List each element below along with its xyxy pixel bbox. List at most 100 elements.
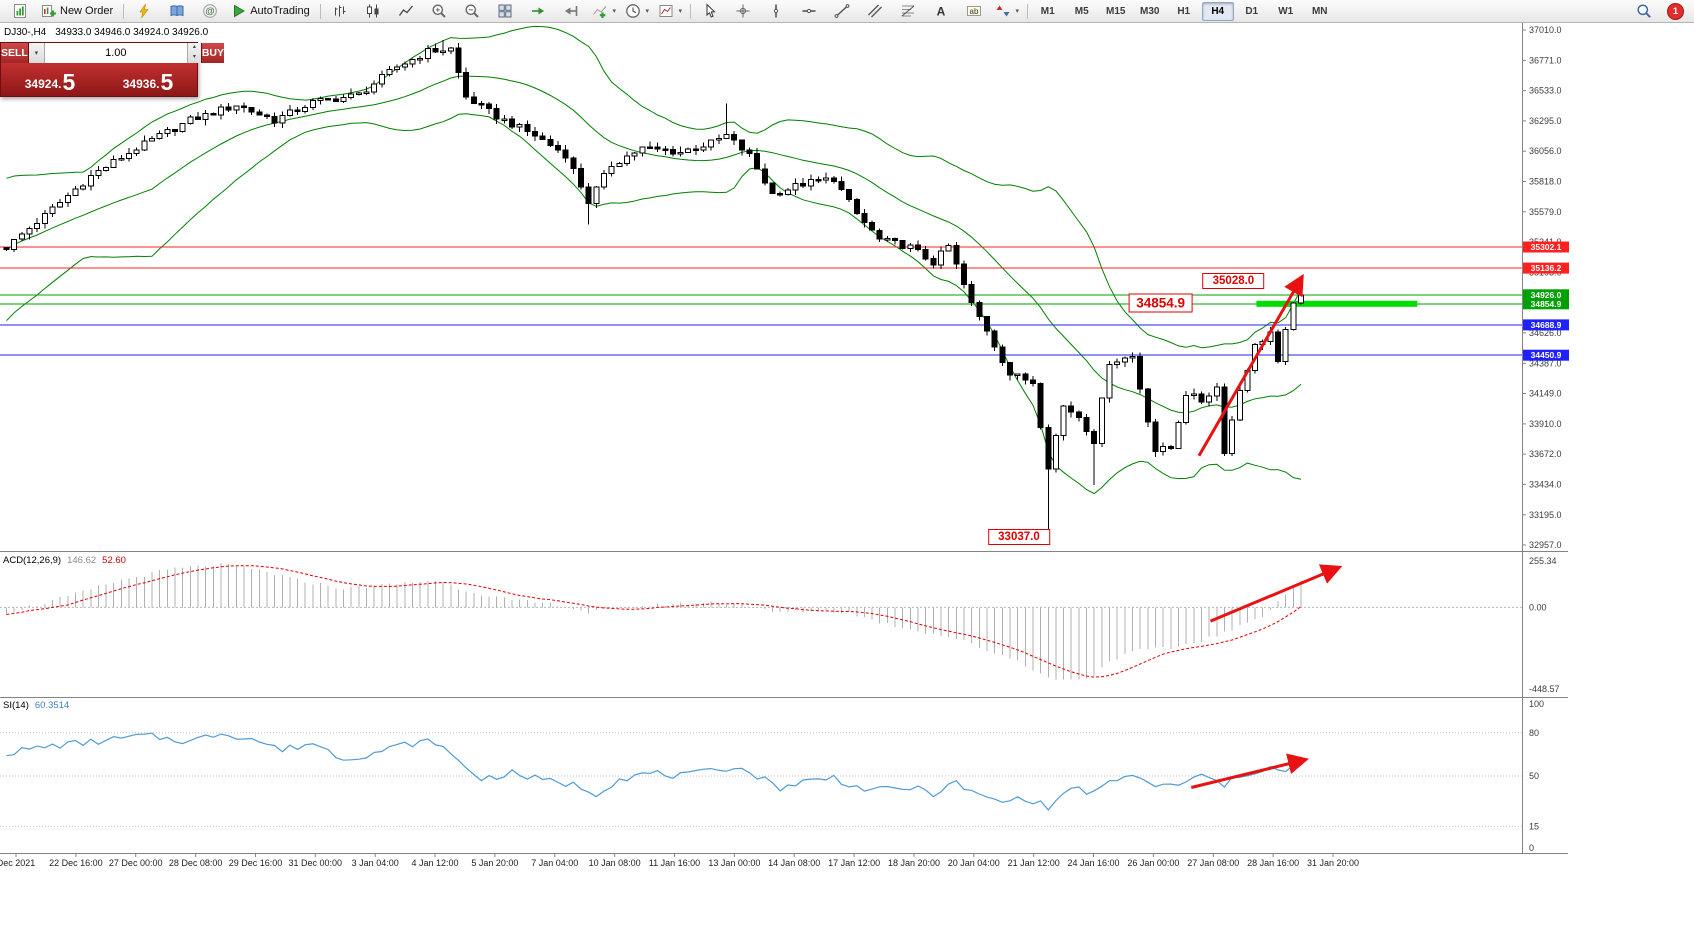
panel-separators[interactable] [0, 22, 1568, 854]
buy-price[interactable]: 34936. 5 [99, 63, 197, 96]
time-axis[interactable]: Dec 2021 22 Dec 16:00 27 Dec 00:00 28 Dec 0… [0, 853, 1359, 869]
auto-scroll-icon-icon [532, 7, 545, 15]
price-annotation-35028.0[interactable]: 35028.0 [1202, 272, 1265, 289]
timeframe-m15-button[interactable]: M15 [1105, 5, 1126, 17]
timeframe-w1-button[interactable]: W1 [1278, 5, 1294, 17]
autotrading-icon [234, 4, 246, 18]
svg-text:17 Jan 12:00: 17 Jan 12:00 [828, 858, 880, 868]
timeframe-h1-button[interactable]: H1 [1177, 5, 1191, 17]
svg-text:24 Jan 16:00: 24 Jan 16:00 [1067, 858, 1119, 868]
timeframe-m30-button[interactable]: M30 [1139, 5, 1160, 17]
svg-text:36771.0: 36771.0 [1529, 55, 1562, 65]
support-zone-band[interactable] [1256, 300, 1418, 307]
dropdown-caret-icon[interactable]: ▾ [1015, 8, 1019, 15]
zoom-in-icon[interactable] [423, 1, 456, 22]
trend-arrow-macd[interactable] [1209, 564, 1343, 623]
autotrading-button[interactable]: AutoTrading [226, 1, 317, 22]
equidistant-channel-icon-icon [868, 4, 883, 18]
rsi-line [6, 732, 1302, 811]
price-big-digit: 5 [62, 69, 76, 96]
symbol-ohlc: 34933.0 34946.0 34924.0 34926.0 [55, 27, 209, 38]
svg-text:34387.0: 34387.0 [1529, 358, 1562, 368]
text-icon[interactable]: A [925, 1, 958, 22]
fibonacci-icon[interactable] [892, 1, 925, 22]
line-chart-mode-icon-icon [399, 5, 414, 16]
vertical-line-icon[interactable] [760, 1, 793, 22]
timeframe-d1-button[interactable]: D1 [1245, 5, 1259, 17]
tile-windows-icon-icon [498, 4, 512, 18]
new-order-icon [42, 5, 56, 17]
notifications-badge[interactable]: 1 [1667, 2, 1684, 20]
buy-button[interactable]: BUY [201, 43, 225, 63]
macd-indicator-label: ACD(12,26,9) 146.62 52.60 [3, 555, 126, 566]
trend-arrow-main[interactable] [1197, 273, 1304, 457]
volume-dropdown-button[interactable]: ▾ [28, 43, 45, 63]
svg-text:36533.0: 36533.0 [1529, 86, 1562, 96]
text-icon-icon: A [937, 5, 946, 19]
price-annotation-33037.0[interactable]: 33037.0 [988, 528, 1050, 545]
price-annotation-34854.9[interactable]: 34854.9 [1128, 293, 1194, 313]
templates-icon[interactable]: ▾ [654, 1, 687, 22]
chart-window-icon[interactable] [3, 1, 36, 22]
volume-input[interactable] [44, 43, 187, 63]
search-button[interactable] [1627, 1, 1660, 22]
chart-shift-icon[interactable] [555, 1, 588, 22]
candlestick-mode-icon-icon [367, 4, 379, 18]
community-icon[interactable]: @ [193, 1, 226, 22]
price-axis[interactable]: 37010.0 36771.0 36533.0 36295.0 36056.0 35818… [1522, 25, 1562, 853]
tile-windows-icon[interactable] [489, 1, 522, 22]
zoom-in-icon-icon [432, 4, 446, 18]
timeframe-m1-button[interactable]: M1 [1040, 5, 1055, 17]
equidistant-channel-icon[interactable] [859, 1, 892, 22]
expert-advisors-icon[interactable] [127, 1, 160, 22]
svg-text:34626.0: 34626.0 [1529, 328, 1562, 338]
line-chart-mode-icon[interactable] [390, 1, 423, 22]
market-watch-icon[interactable] [160, 1, 193, 22]
svg-text:32957.0: 32957.0 [1529, 540, 1562, 550]
macd-value: 146.62 [67, 555, 97, 566]
timeframe-m5-button[interactable]: M5 [1074, 5, 1089, 17]
new-order-button[interactable]: New Order [36, 1, 120, 22]
periods-icon[interactable]: ▾ [621, 1, 654, 22]
candlestick-mode-icon[interactable] [357, 1, 390, 22]
auto-scroll-icon[interactable] [522, 1, 555, 22]
sell-price[interactable]: 34924. 5 [1, 63, 99, 96]
svg-text:26 Jan 00:00: 26 Jan 00:00 [1127, 858, 1179, 868]
horizontal-line-icon[interactable] [793, 1, 826, 22]
svg-text:255.34: 255.34 [1529, 556, 1557, 566]
autotrading-button-label: AutoTrading [250, 5, 310, 17]
expert-advisors-icon-icon [139, 3, 149, 19]
cursor-icon-icon [706, 3, 716, 18]
trendline-icon-icon [834, 4, 850, 18]
symbol-info: DJ30-,H4 34933.0 34946.0 34924.0 34926.0 [4, 27, 208, 38]
trend-arrow-rsi[interactable] [1190, 753, 1309, 789]
spinner-down-icon[interactable]: ▾ [192, 54, 196, 60]
arrows-icon[interactable]: ▾ [991, 1, 1024, 22]
indicators-icon[interactable]: ▾ [588, 1, 621, 22]
timeframe-h4-button[interactable]: H4 [1201, 1, 1234, 21]
spinner-up-icon[interactable]: ▴ [192, 44, 196, 50]
crosshair-icon-icon [736, 4, 750, 18]
dropdown-caret-icon[interactable]: ▾ [612, 8, 616, 15]
svg-text:15: 15 [1529, 821, 1539, 831]
horizontal-line-icon-icon [802, 8, 816, 14]
trendline-icon[interactable] [826, 1, 859, 22]
zoom-out-icon[interactable] [456, 1, 489, 22]
timeframe-mn-button[interactable]: MN [1311, 5, 1328, 17]
svg-text:36295.0: 36295.0 [1529, 116, 1562, 126]
crosshair-icon[interactable] [727, 1, 760, 22]
volume-spinner[interactable]: ▴ ▾ [186, 43, 201, 63]
dropdown-caret-icon[interactable]: ▾ [678, 8, 682, 15]
bar-chart-mode-icon[interactable] [324, 1, 357, 22]
rsi-value: 60.3514 [34, 700, 70, 711]
bollinger-bands [6, 25, 1302, 495]
cursor-icon[interactable] [694, 1, 727, 22]
sell-button[interactable]: SELL [1, 43, 28, 63]
dropdown-caret-icon[interactable]: ▾ [645, 8, 649, 15]
price-badge-35302.1 [1523, 241, 1569, 253]
text-label-icon[interactable]: ab [958, 1, 991, 22]
price-hlines[interactable] [0, 246, 1522, 356]
